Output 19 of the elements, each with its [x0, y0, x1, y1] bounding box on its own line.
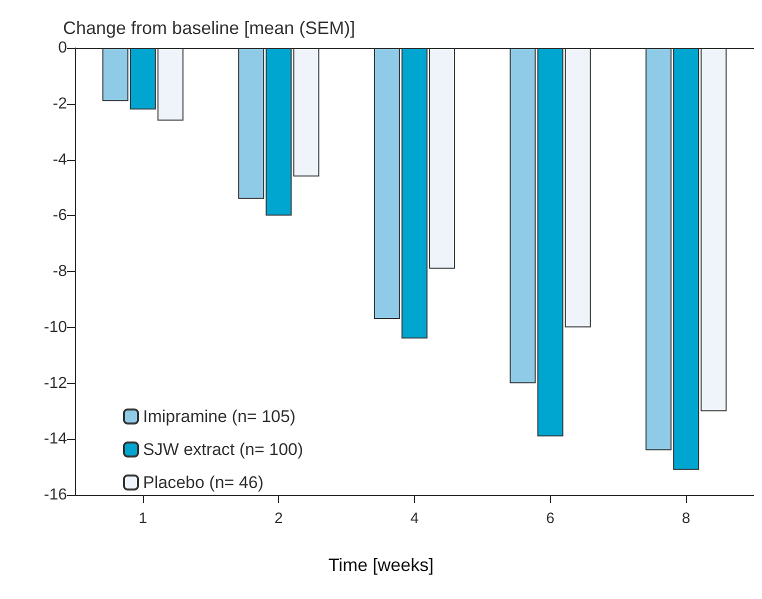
y-tick-label: -14 [44, 430, 68, 448]
y-axis-title: Change from baseline [mean (SEM)] [63, 18, 356, 38]
legend-label: Imipramine (n= 105) [143, 407, 296, 426]
y-tick-label: -16 [44, 486, 68, 504]
y-tick-label: -10 [44, 318, 68, 336]
x-tick-label: 1 [138, 510, 148, 527]
x-tick-label: 8 [682, 510, 690, 527]
y-tick-label: -6 [52, 207, 68, 224]
x-tick-label: 2 [274, 510, 283, 527]
x-axis-title: Time [weeks] [328, 555, 434, 575]
y-tick-label: 0 [58, 40, 68, 56]
legend-label: SJW extract (n= 100) [143, 440, 304, 459]
x-tick-label: 6 [546, 510, 554, 527]
y-tick-label: -2 [52, 95, 68, 112]
legend-label: Placebo (n= 46) [143, 473, 264, 492]
y-tick-label: -4 [52, 151, 68, 168]
y-tick-label: -12 [44, 374, 68, 392]
x-tick-label: 4 [410, 510, 419, 527]
y-tick-label: -8 [52, 263, 68, 280]
